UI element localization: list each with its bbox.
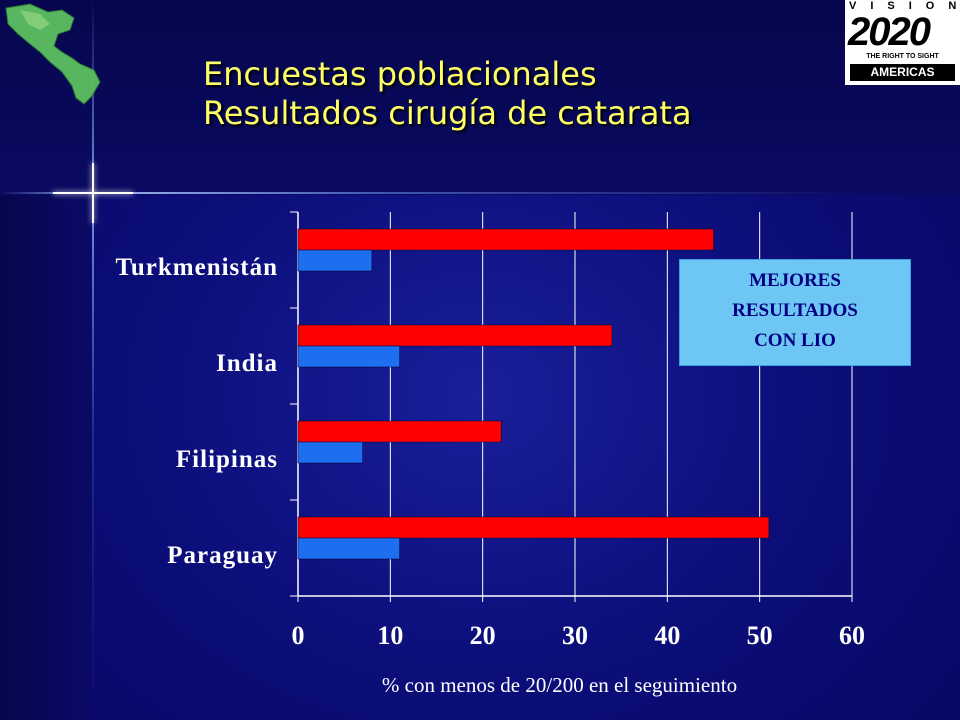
x-tick-label: 0 bbox=[292, 621, 305, 650]
vision-2020-logo: VISION 2020 THE RIGHT TO SIGHT AMERICAS bbox=[845, 0, 960, 85]
x-tick-label: 10 bbox=[377, 621, 403, 650]
americas-map-icon bbox=[5, 3, 101, 105]
logo-tagline: THE RIGHT TO SIGHT bbox=[866, 53, 939, 60]
bar bbox=[297, 516, 770, 539]
x-tick-label: 20 bbox=[470, 621, 496, 650]
x-tick-label: 30 bbox=[562, 621, 588, 650]
title-line-1: Encuestas poblacionales bbox=[203, 55, 597, 93]
y-tick-label: India bbox=[216, 350, 278, 377]
callout-line-1: MEJORES bbox=[749, 270, 841, 291]
x-tick-label: 60 bbox=[839, 621, 865, 650]
bar bbox=[297, 324, 613, 347]
logo-year: 2020 bbox=[848, 10, 931, 54]
vertical-light-line bbox=[92, 0, 94, 720]
bar bbox=[297, 420, 502, 443]
callout-box: MEJORES RESULTADOS CON LIO bbox=[679, 259, 911, 366]
callout-line-2: RESULTADOS bbox=[732, 300, 858, 321]
x-tick-label: 40 bbox=[654, 621, 680, 650]
x-tick-label: 50 bbox=[747, 621, 773, 650]
logo-word: VISION bbox=[849, 0, 960, 12]
y-tick-label: Paraguay bbox=[167, 542, 278, 569]
x-axis-label: % con menos de 20/200 en el seguimiento bbox=[381, 673, 738, 697]
callout-line-3: CON LIO bbox=[754, 330, 836, 351]
bar bbox=[297, 441, 363, 464]
bar bbox=[297, 537, 400, 560]
header-band bbox=[0, 0, 960, 195]
bar bbox=[297, 228, 714, 251]
bar bbox=[297, 345, 400, 368]
logo-region: AMERICAS bbox=[850, 64, 955, 81]
y-tick-label: Turkmenistán bbox=[115, 254, 278, 281]
bar bbox=[297, 249, 373, 272]
horizontal-light-line bbox=[0, 192, 960, 194]
y-tick-label: Filipinas bbox=[176, 446, 278, 473]
title-line-2: Resultados cirugía de catarata bbox=[203, 94, 692, 132]
slide-title: Encuestas poblacionales Resultados cirug… bbox=[203, 55, 692, 133]
left-band bbox=[0, 195, 92, 720]
